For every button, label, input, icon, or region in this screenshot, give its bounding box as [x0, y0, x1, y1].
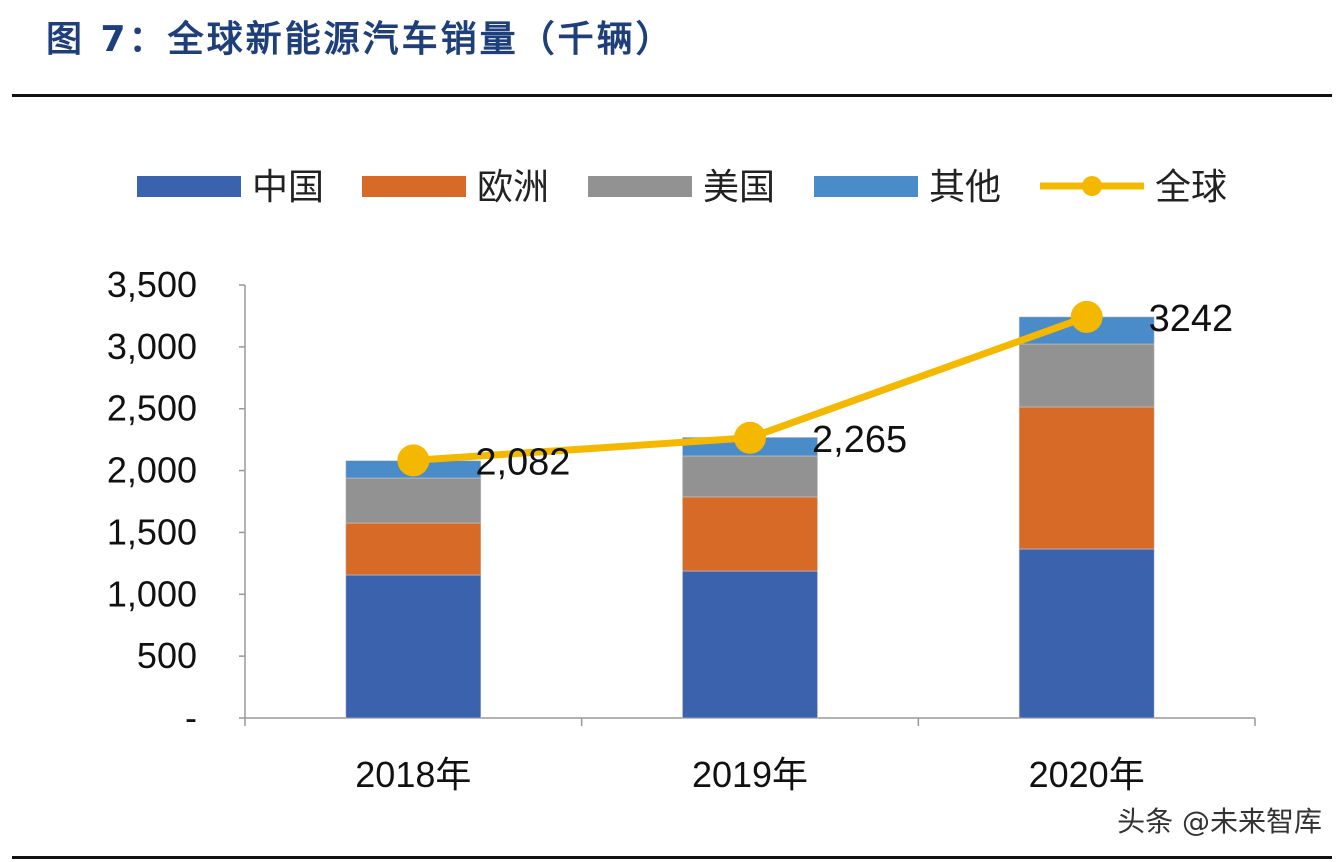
line-point — [1070, 300, 1103, 333]
legend-swatch-美国 — [588, 176, 692, 197]
legend-label: 美国 — [703, 166, 775, 207]
watermark: 头条 @未来智库 — [1117, 805, 1322, 838]
x-tick-label: 2020年 — [1029, 754, 1145, 795]
bar-中国 — [682, 570, 818, 719]
y-tick-label: 2,000 — [107, 450, 197, 491]
bar-欧洲 — [345, 522, 482, 576]
bar-中国 — [345, 574, 482, 719]
legend-swatch-欧洲 — [362, 176, 466, 197]
x-tick-label: 2018年 — [355, 754, 471, 795]
legend-swatch-中国 — [137, 176, 241, 197]
bar-欧洲 — [682, 496, 818, 572]
legend-swatch-其他 — [814, 176, 918, 197]
legend-label: 全球 — [1155, 166, 1227, 207]
top-rule — [12, 94, 1332, 97]
legend-label: 欧洲 — [477, 166, 549, 207]
y-tick-label: 3,000 — [107, 326, 197, 367]
y-tick-label: 3,500 — [107, 264, 197, 305]
line-point — [397, 444, 430, 477]
data-label: 2,082 — [475, 441, 570, 483]
line-point — [734, 421, 766, 454]
bottom-rule — [12, 856, 1332, 859]
y-tick-label: 1,500 — [107, 511, 197, 552]
figure-title: 图 7：全球新能源汽车销量（千辆） — [46, 19, 675, 60]
y-tick-label: - — [185, 697, 197, 738]
data-label: 3242 — [1149, 298, 1234, 340]
y-tick-label: 2,500 — [107, 388, 197, 429]
legend-label: 中国 — [252, 166, 324, 207]
x-tick-label: 2019年 — [692, 754, 808, 795]
data-label: 2,265 — [812, 419, 907, 461]
bar-欧洲 — [1018, 406, 1155, 550]
y-tick-label: 1,000 — [107, 573, 197, 614]
bar-美国 — [682, 455, 818, 498]
bar-美国 — [345, 477, 482, 524]
legend-marker — [1082, 176, 1102, 196]
bar-中国 — [1018, 548, 1155, 719]
bar-美国 — [1018, 343, 1155, 408]
y-tick-label: 500 — [137, 635, 197, 676]
legend-label: 其他 — [929, 166, 1001, 207]
